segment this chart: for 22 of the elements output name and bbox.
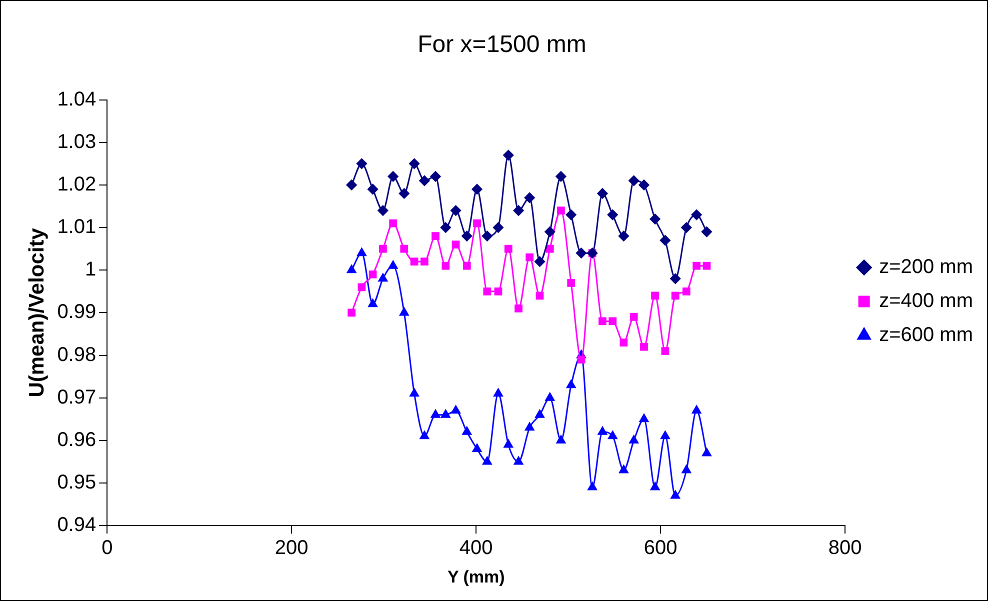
y-tick-label: 1.04: [57, 88, 96, 110]
y-tick-label: 1.01: [57, 216, 96, 238]
y-tick-label: 1: [85, 258, 96, 281]
x-tick-label: 800: [828, 537, 862, 560]
x-tick-label: 200: [274, 537, 308, 560]
y-tick-label: 0.97: [57, 386, 96, 408]
x-tick-label: 0: [102, 537, 113, 560]
y-tick-label: 1.02: [57, 173, 96, 196]
y-tick-label: 1.03: [57, 130, 96, 153]
y-tick-label: 0.94: [57, 514, 96, 536]
legend-label: z=200 mm: [879, 256, 974, 278]
y-tick-label: 0.98: [57, 344, 96, 366]
x-tick-label: 400: [459, 537, 493, 560]
y-tick-label: 0.96: [57, 428, 96, 451]
y-tick-label: 0.99: [57, 301, 96, 324]
y-axis-title: U(mean)/Velocity: [25, 228, 48, 398]
x-axis-title: Y (mm): [447, 567, 505, 586]
x-tick-label: 600: [644, 537, 678, 560]
chart-title: For x=1500 mm: [418, 31, 586, 58]
legend-label: z=600 mm: [879, 324, 974, 346]
legend-label: z=400 mm: [879, 290, 974, 312]
y-tick-label: 0.95: [57, 472, 96, 494]
